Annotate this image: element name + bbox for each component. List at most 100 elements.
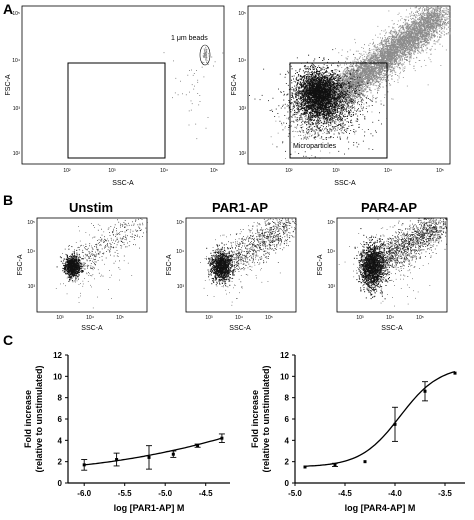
y-tick-label: 6	[285, 415, 290, 424]
plot-title: Unstim	[69, 200, 113, 215]
y-axis-label: FSC-A	[317, 254, 324, 275]
data-point	[196, 444, 200, 448]
plot-frame	[247, 5, 451, 165]
y-axis-label: (relative to unstimulated)	[261, 365, 271, 472]
panel-label-a: A	[3, 1, 13, 17]
bead-gate	[199, 44, 211, 66]
label-backdrop	[292, 140, 342, 150]
y-tick-label: 4	[58, 436, 63, 445]
y-tick: 10⁵	[12, 11, 20, 17]
plot-frame	[185, 217, 297, 313]
y-tick: 10⁵	[176, 220, 184, 226]
y-axis-label: FSC-A	[17, 254, 24, 275]
plot-title: PAR4-AP	[361, 200, 417, 215]
data-point	[393, 422, 397, 426]
flow-plot-b1: Unstim SSC-A FSC-A 10³ 10⁴ 10⁵ 10³ 10⁴ 1…	[17, 200, 148, 332]
flow-plot-a1: 1 μm beads SSC-A FSC-A 10² 10³ 10⁴ 10⁵ 1…	[5, 5, 225, 187]
y-tick: 10⁴	[12, 58, 20, 64]
x-tick-label: -4.5	[338, 489, 352, 498]
data-point	[171, 452, 175, 456]
y-tick-label: 2	[285, 458, 290, 467]
y-tick-label: 0	[285, 479, 290, 488]
fit-curve	[304, 370, 456, 467]
data-point	[220, 436, 224, 440]
x-tick-label: -3.5	[438, 489, 452, 498]
data-point	[82, 463, 86, 467]
y-tick-label: 8	[285, 394, 290, 403]
y-tick-label: 6	[58, 415, 63, 424]
y-tick: 10⁴	[176, 249, 184, 255]
y-tick-label: 12	[53, 351, 62, 360]
panel-label-c: C	[3, 332, 13, 348]
x-axis-label: log [PAR1-AP] M	[114, 503, 185, 513]
plot-frame	[36, 217, 148, 313]
flow-plot-b3: PAR4-AP SSC-A FSC-A 10³ 10⁴ 10⁵ 10³ 10⁴ …	[317, 200, 448, 332]
x-axis-label: SSC-A	[381, 325, 403, 332]
beads-annotation: 1 μm beads	[171, 35, 208, 42]
y-tick: 10²	[239, 151, 247, 157]
x-tick: 10²	[63, 168, 71, 174]
x-tick: 10⁵	[210, 168, 218, 174]
x-tick-label: -5.0	[288, 489, 302, 498]
data-point	[423, 389, 427, 393]
plot-title: PAR1-AP	[212, 200, 268, 215]
y-tick-label: 2	[58, 458, 63, 467]
y-tick: 10²	[13, 151, 21, 157]
microparticle-gate	[289, 62, 388, 159]
data-point	[303, 465, 307, 469]
x-axis-label: log [PAR4-AP] M	[345, 503, 416, 513]
x-tick: 10³	[56, 315, 64, 321]
microparticles-annotation: Microparticles	[293, 143, 337, 150]
x-tick: 10⁴	[86, 315, 94, 321]
x-axis-label: SSC-A	[112, 180, 134, 187]
flow-plot-a2: Microparticles SSC-A FSC-A 10² 10³ 10⁴ 1…	[231, 5, 451, 187]
x-tick: 10³	[332, 168, 340, 174]
x-tick: 10⁴	[235, 315, 243, 321]
y-tick-label: 8	[58, 394, 63, 403]
x-axis-label: SSC-A	[229, 325, 251, 332]
x-tick: 10⁵	[116, 315, 124, 321]
y-tick: 10³	[328, 284, 336, 290]
gate-rectangle	[67, 62, 166, 159]
x-axis-label: SSC-A	[334, 180, 356, 187]
y-tick-label: 10	[280, 372, 289, 381]
x-tick: 10⁵	[436, 168, 444, 174]
data-point	[333, 463, 337, 467]
bead-events	[163, 46, 224, 140]
y-tick-label: 12	[280, 351, 289, 360]
dose-response-chart-par1: 0 2 4 6 8 10 12 -6.0 -5.5 -5.0 -4.5 log [PAR1-AP] M…	[23, 351, 230, 513]
dose-response-chart-par4: 0 2 4 6 8 10 12 -5.0 -4.5 -4.0 -3.5 log [PAR4-AP] M…	[250, 351, 465, 513]
y-tick: 10³	[28, 284, 36, 290]
y-axis-label: Fold increase	[250, 390, 260, 448]
x-tick: 10⁴	[160, 168, 168, 174]
y-tick: 10⁴	[327, 249, 335, 255]
y-tick: 10⁵	[327, 220, 335, 226]
x-tick-label: -5.0	[158, 489, 172, 498]
x-tick: 10⁴	[386, 315, 394, 321]
plot-frame	[336, 217, 448, 313]
x-tick-label: -4.0	[388, 489, 402, 498]
event-cloud	[249, 6, 451, 165]
y-tick-label: 0	[58, 479, 63, 488]
x-tick: 10⁴	[384, 168, 392, 174]
y-tick: 10⁵	[27, 220, 35, 226]
fit-curve	[84, 437, 223, 466]
y-axis-label: FSC-A	[5, 74, 12, 95]
panel-label-b: B	[3, 192, 13, 208]
data-point	[115, 458, 119, 462]
x-tick: 10⁵	[265, 315, 273, 321]
y-tick: 10³	[177, 284, 185, 290]
flow-plot-b2: PAR1-AP SSC-A FSC-A 10³ 10⁴ 10⁵ 10³ 10⁴ …	[166, 200, 297, 332]
y-tick-label: 10	[53, 372, 62, 381]
x-axis-label: SSC-A	[81, 325, 103, 332]
event-cloud	[55, 218, 148, 309]
plot-frame	[21, 5, 225, 165]
x-tick: 10³	[356, 315, 364, 321]
x-tick: 10³	[108, 168, 116, 174]
y-axis-label: Fold increase	[23, 390, 33, 448]
x-tick: 10³	[205, 315, 213, 321]
x-tick: 10⁵	[416, 315, 424, 321]
x-tick: 10²	[285, 168, 293, 174]
y-axis-label: FSC-A	[231, 74, 238, 95]
